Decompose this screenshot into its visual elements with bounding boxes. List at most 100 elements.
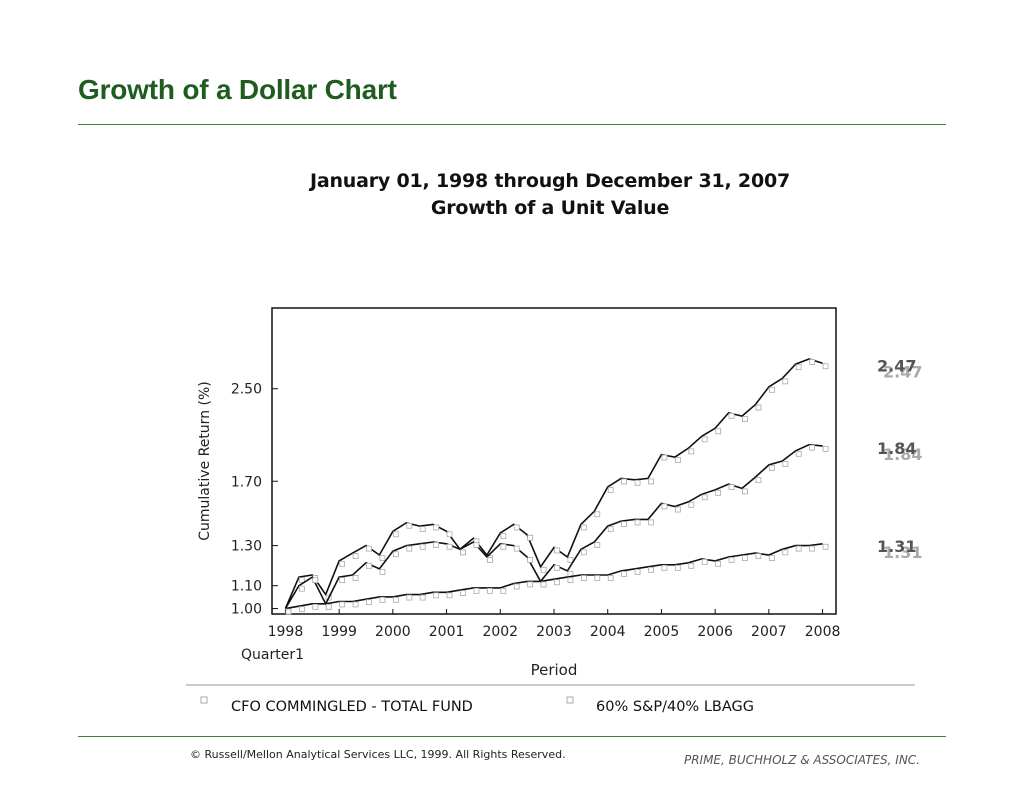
series-point <box>728 413 735 419</box>
x-tick-label: 2003 <box>536 624 572 640</box>
series-point <box>312 577 319 584</box>
series-point <box>446 592 453 599</box>
series-point <box>433 542 440 548</box>
series-point <box>486 557 493 563</box>
series-point <box>809 444 816 451</box>
series-point <box>661 454 668 461</box>
series-point <box>352 575 359 581</box>
series-point <box>768 555 775 561</box>
company-name: PRIME, BUCHHOLZ & ASSOCIATES, INC. <box>683 753 920 767</box>
series-point <box>768 386 775 393</box>
x-tick-label: 2002 <box>482 624 518 640</box>
legend-label-benchmark: 60% S&P/40% LBAGG <box>596 699 754 715</box>
x-tick-label: 2007 <box>751 624 787 640</box>
series-point <box>755 553 762 560</box>
series-point <box>607 575 614 581</box>
series-point <box>312 603 319 610</box>
series-line-2 <box>284 443 823 610</box>
series-point <box>473 542 480 548</box>
series-point <box>366 545 372 552</box>
series-point <box>580 549 587 556</box>
legend-marker-fund <box>200 696 208 704</box>
series-point <box>379 568 386 575</box>
series-point <box>688 562 695 569</box>
series-point <box>567 557 574 563</box>
series-point <box>433 524 440 531</box>
end-label: 1.31 <box>877 537 916 556</box>
x-tick-label: 1998 <box>268 624 304 640</box>
title-divider <box>78 124 946 125</box>
series-point <box>527 557 534 563</box>
series-point <box>406 594 413 601</box>
series-point <box>500 533 507 539</box>
series-point <box>809 545 816 552</box>
series-point <box>540 581 547 588</box>
series-point <box>621 570 628 577</box>
series-point <box>822 445 829 452</box>
series-point <box>742 488 748 495</box>
end-label: 1.84 <box>877 439 916 458</box>
y-tick-label: 2.50 <box>231 382 262 398</box>
series-point <box>594 542 601 548</box>
series-point <box>567 577 574 584</box>
series-point <box>513 545 520 552</box>
series-point <box>822 543 829 550</box>
series-point <box>782 378 789 385</box>
end-label: 2.47 <box>877 356 916 375</box>
page-title: Growth of a Dollar Chart <box>78 74 397 105</box>
series-point <box>607 487 614 493</box>
x-tick-label: 2008 <box>805 624 841 640</box>
series-point <box>809 359 816 365</box>
series-point <box>648 519 654 526</box>
series-point <box>366 562 372 569</box>
series-point <box>634 519 641 526</box>
end-label-shadow: 2.47 <box>883 362 922 381</box>
series-point <box>406 522 413 529</box>
series-point <box>379 555 386 561</box>
chart-title: January 01, 1998 through December 31, 20… <box>309 170 791 192</box>
copyright-text: © Russell/Mellon Analytical Services LLC… <box>190 748 566 761</box>
series-point <box>768 464 775 471</box>
series-point <box>446 543 453 550</box>
series-point <box>325 603 332 610</box>
x-tick-label: 2005 <box>644 624 680 640</box>
series-point <box>366 599 372 606</box>
legend-marker-benchmark <box>566 696 574 704</box>
end-label-shadow: 1.84 <box>883 445 922 464</box>
series-point <box>419 526 426 533</box>
series-point <box>648 566 654 573</box>
chart-subtitle: Growth of a Unit Value <box>430 197 670 219</box>
x-tick-label: 2001 <box>429 624 465 640</box>
legend-label-fund: CFO COMMINGLED - TOTAL FUND <box>231 699 473 715</box>
series-point <box>701 436 708 443</box>
series-point <box>701 494 708 501</box>
series-point <box>298 577 305 584</box>
x-axis-label: Period <box>531 661 578 679</box>
series-point <box>352 553 359 560</box>
series-point <box>554 564 560 571</box>
series-point <box>580 524 587 531</box>
series-point <box>782 461 789 467</box>
series-point <box>674 564 681 571</box>
series-point <box>460 549 466 556</box>
series-point <box>742 416 748 423</box>
series-point <box>648 478 654 485</box>
series-point <box>742 555 748 561</box>
series-point <box>500 543 507 550</box>
series-point <box>580 575 587 581</box>
y-tick-label: 1.10 <box>231 579 262 595</box>
x-tick-label: 2006 <box>697 624 733 640</box>
series-point <box>661 503 668 510</box>
series-point <box>688 501 695 508</box>
series-point <box>715 560 722 567</box>
series-point <box>433 592 440 599</box>
series-point <box>379 596 386 603</box>
series-point <box>339 560 346 567</box>
series-point <box>674 457 681 464</box>
series-point <box>594 511 601 518</box>
series-point <box>634 479 641 486</box>
y-axis-label: Cumulative Return (%) <box>197 381 213 541</box>
series-layer <box>284 358 829 615</box>
series-point <box>446 531 453 538</box>
